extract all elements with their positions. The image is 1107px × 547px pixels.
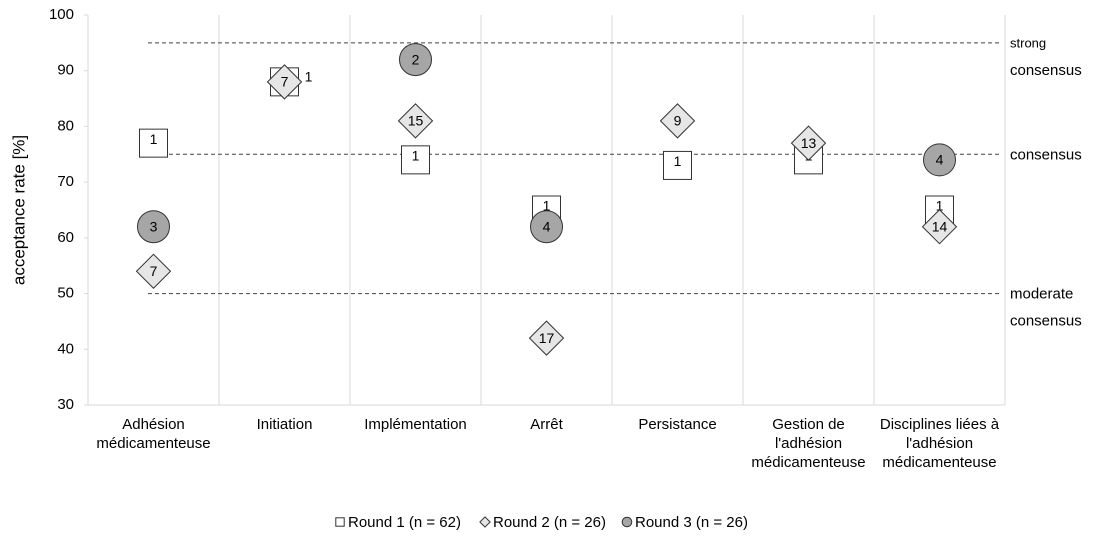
marker-circle [621,516,633,528]
marker-square [139,128,168,158]
reference-label: consensus [1010,62,1082,79]
y-tick-label: 60 [57,229,74,246]
marker-label: 4 [936,152,944,168]
marker-label: 17 [539,330,555,346]
y-tick-label: 90 [57,62,74,79]
y-tick-label: 30 [57,396,74,413]
marker-label: 1 [305,69,313,85]
marker-square [401,145,430,175]
y-tick-label: 100 [49,6,74,23]
marker-label: 1 [150,131,158,147]
marker-diamond [528,320,565,356]
marker-label: 4 [543,218,551,234]
reference-label: moderate [1010,286,1073,303]
y-tick-label: 40 [57,340,74,357]
marker-circle [137,210,170,244]
marker-label: 13 [801,135,817,151]
marker-diamond [135,253,172,289]
x-tick-label: Gestion de l'adhésion médicamenteuse [751,416,866,471]
marker-label: 2 [412,51,420,67]
marker-diamond [479,516,491,528]
x-tick-label: Adhésion médicamenteuse [96,416,211,452]
legend-label: Round 2 (n = 26) [493,514,606,531]
x-tick-label: Initiation [256,416,313,433]
x-tick-label: Arrêt [530,416,563,433]
marker-label: 9 [674,113,682,129]
x-tick-label: Implémentation [364,416,467,433]
marker-label: 1 [412,148,420,164]
marker-label: 14 [932,218,948,234]
marker-diamond [790,125,827,161]
marker-circle [530,210,563,244]
marker-circle [399,43,432,77]
marker-diamond [921,209,958,245]
reference-label: consensus [1010,313,1082,330]
y-tick-label: 70 [57,173,74,190]
marker-label: 7 [281,74,289,90]
marker-label: 3 [150,218,158,234]
y-tick-label: 50 [57,285,74,302]
y-axis-label: acceptance rate [%] [9,135,28,285]
marker-square [335,517,345,527]
marker-square [663,150,692,180]
legend-label: Round 3 (n = 26) [635,514,748,531]
marker-diamond [266,64,303,100]
marker-diamond [397,103,434,139]
legend-label: Round 1 (n = 62) [348,514,461,531]
marker-circle [923,143,956,177]
marker-diamond [659,103,696,139]
y-tick-label: 80 [57,117,74,134]
reference-label: consensus [1010,146,1082,163]
marker-label: 1 [543,198,551,214]
marker-label: 7 [150,263,158,279]
marker-label: 1 [674,153,682,169]
x-tick-label: Persistance [638,416,717,433]
reference-label: strong [1010,35,1046,50]
x-tick-label: Disciplines liées à l'adhésion médicamen… [879,416,1000,471]
marker-label: 15 [408,113,424,129]
marker-label: 1 [936,198,944,214]
